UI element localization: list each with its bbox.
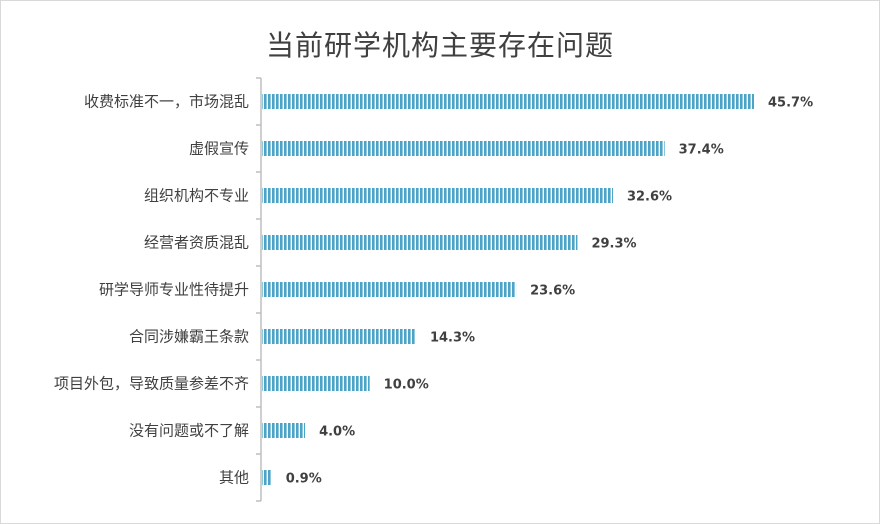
bar [262,94,754,109]
bar [262,235,578,250]
data-label: 32.6% [627,190,672,205]
data-label: 23.6% [530,284,575,299]
category-label: 没有问题或不了解 [129,422,249,440]
category-label: 其他 [219,469,249,487]
bar [262,188,613,203]
bar [262,282,517,297]
data-label: 10.0% [384,378,429,393]
bar [262,141,665,156]
category-label: 组织机构不专业 [144,187,249,205]
data-label: 14.3% [430,331,475,346]
data-label: 0.9% [286,472,322,487]
bar [262,376,370,391]
data-label: 45.7% [768,96,813,111]
category-label: 收费标准不一，市场混乱 [84,93,249,111]
bar [262,329,416,344]
chart-title: 当前研学机构主要存在问题 [265,29,614,62]
category-label: 研学导师专业性待提升 [99,281,249,299]
category-label: 合同涉嫌霸王条款 [129,328,249,346]
category-label: 虚假宣传 [189,140,249,158]
bar [262,470,272,485]
data-label: 4.0% [319,425,355,440]
bar [262,423,306,438]
data-label: 37.4% [679,143,724,158]
category-label: 项目外包，导致质量参差不齐 [54,375,249,393]
category-label: 经营者资质混乱 [144,234,249,252]
data-label: 29.3% [591,237,636,252]
